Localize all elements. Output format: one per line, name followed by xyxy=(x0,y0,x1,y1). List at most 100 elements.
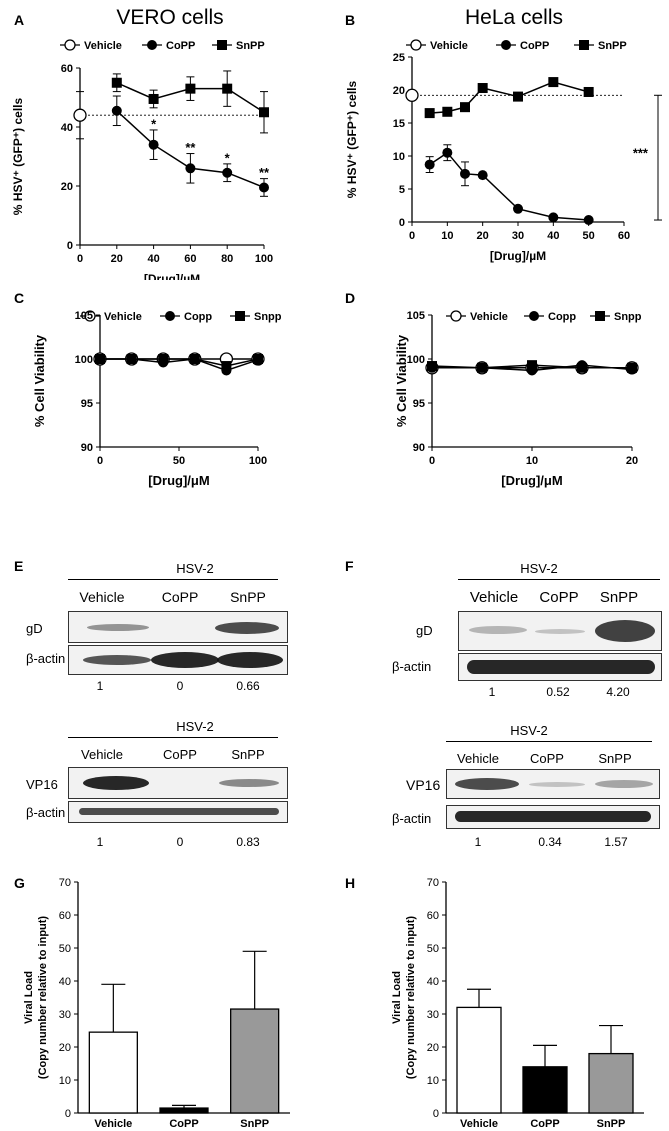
y-tick-label: 70 xyxy=(427,877,439,889)
quant-value: 4.20 xyxy=(606,685,630,699)
x-tick-label: 0 xyxy=(97,455,103,467)
row-label-vp16: VP16 xyxy=(26,777,58,792)
band xyxy=(83,776,149,790)
chart-h-viral-load: 0 10 20 30 40 50 60 70 Viral Load (Copy number re… xyxy=(391,877,644,1130)
circle-marker xyxy=(477,170,488,181)
x-tick-label: 20 xyxy=(111,253,123,265)
row-label-gd: gD xyxy=(26,621,43,636)
row-label-vp16: VP16 xyxy=(406,777,441,793)
band xyxy=(217,652,283,668)
y-tick-label: 30 xyxy=(59,1009,71,1021)
y-tick-label: 90 xyxy=(413,442,425,454)
blot-f-bottom-title: HSV-2 xyxy=(510,723,548,738)
quant-value: 0.34 xyxy=(538,835,562,849)
chart-d-hela-viability: Vehicle Copp Snpp 90 95 100 105 0 10 20 [Drug]/μM%… xyxy=(394,310,642,488)
y-tick-label: 100 xyxy=(75,354,93,366)
bar xyxy=(159,1107,209,1114)
lane-label: Vehicle xyxy=(457,751,499,766)
square-marker xyxy=(595,311,605,321)
y-tick-label: 70 xyxy=(59,877,71,889)
x-category-label: CoPP xyxy=(530,1118,559,1130)
circle-marker xyxy=(185,163,196,174)
x-category-label: SnPP xyxy=(240,1118,269,1130)
x-tick-label: 100 xyxy=(255,253,273,265)
square-marker xyxy=(477,362,487,373)
x-tick-label: 80 xyxy=(221,253,233,265)
blot-vp16 xyxy=(68,767,288,799)
legend-label: Snpp xyxy=(614,311,642,323)
x-axis-label: [Drug]/µM xyxy=(490,249,546,263)
blot-f-bottom-divider xyxy=(446,741,652,742)
y-tick-label: 95 xyxy=(413,398,425,410)
y-tick-label: 0 xyxy=(65,1108,71,1120)
y-tick-label: 10 xyxy=(393,151,405,163)
panel-label-d: D xyxy=(345,290,356,306)
bar xyxy=(522,1066,568,1114)
square-marker xyxy=(424,108,435,119)
square-marker xyxy=(111,77,122,88)
x-tick-label: 60 xyxy=(184,253,196,265)
square-marker xyxy=(235,311,245,321)
panel-label-c: C xyxy=(14,290,25,306)
panel-label-h: H xyxy=(345,875,356,891)
y-tick-label: 60 xyxy=(427,910,439,922)
legend-label: Copp xyxy=(548,311,576,323)
y-tick-label: 40 xyxy=(61,122,73,134)
x-tick-label: 40 xyxy=(547,230,559,242)
band xyxy=(151,652,219,668)
circle-marker xyxy=(460,168,470,179)
square-marker xyxy=(548,77,559,88)
y-axis-label: % HSV⁺ (GFP⁺) cells xyxy=(345,80,359,198)
blot-f-top-title: HSV-2 xyxy=(520,561,558,576)
circle-marker xyxy=(111,105,122,116)
y-tick-label: 105 xyxy=(407,310,425,322)
y-tick-label: 20 xyxy=(393,85,405,97)
legend-label: Vehicle xyxy=(470,311,508,323)
x-axis-label: [Drug]/µM xyxy=(144,272,200,280)
series-line xyxy=(100,358,259,367)
significance-annotation: *** xyxy=(633,146,649,161)
y-tick-label: 20 xyxy=(427,1042,439,1054)
y-axis-label: % Cell Viability xyxy=(394,334,409,427)
band xyxy=(79,808,279,815)
band xyxy=(595,780,653,788)
row-label-gd: gD xyxy=(416,623,433,638)
circle-marker xyxy=(583,215,594,226)
square-marker xyxy=(221,361,232,372)
x-tick-label: 0 xyxy=(77,253,83,265)
blot-gd xyxy=(68,611,288,643)
x-tick-label: 10 xyxy=(526,455,538,467)
blot-e-top-divider xyxy=(68,579,278,580)
y-tick-label: 60 xyxy=(59,910,71,922)
square-marker xyxy=(442,106,453,117)
x-tick-label: 0 xyxy=(409,230,415,242)
band xyxy=(455,811,651,822)
lane-label: CoPP xyxy=(530,751,564,766)
open-circle-marker xyxy=(84,310,96,322)
band xyxy=(535,629,585,634)
legend-label: SnPP xyxy=(236,40,265,52)
square-marker xyxy=(148,93,159,104)
y-tick-label: 95 xyxy=(81,398,93,410)
bar xyxy=(88,1031,138,1114)
square-marker xyxy=(185,83,196,94)
lane-label: SnPP xyxy=(599,589,639,606)
y-tick-label: 15 xyxy=(393,118,405,130)
y-axis-label: % Cell Viability xyxy=(32,334,47,427)
chart-a-vero-infection: VERO cells Vehicle CoPP SnPP 0 20 40 60 0 20 40 60 8… xyxy=(11,6,273,280)
chart-b-hela-infection: HeLa cells Vehicle CoPP SnPP 0 5 10 15 20 25 0 10 20… xyxy=(345,6,662,263)
square-marker xyxy=(579,40,589,50)
circle-marker xyxy=(222,167,233,178)
quant-value: 0 xyxy=(176,679,184,693)
square-marker xyxy=(158,354,169,364)
x-tick-label: 100 xyxy=(249,455,267,467)
y-tick-label: 10 xyxy=(59,1075,71,1087)
square-marker xyxy=(95,354,105,364)
square-marker xyxy=(477,83,488,94)
square-marker xyxy=(583,86,594,97)
square-marker xyxy=(217,40,227,50)
blot-f-top-divider xyxy=(458,579,660,580)
y-tick-label: 10 xyxy=(427,1075,439,1087)
open-circle-marker xyxy=(64,39,76,51)
panel-label-a: A xyxy=(14,12,25,28)
